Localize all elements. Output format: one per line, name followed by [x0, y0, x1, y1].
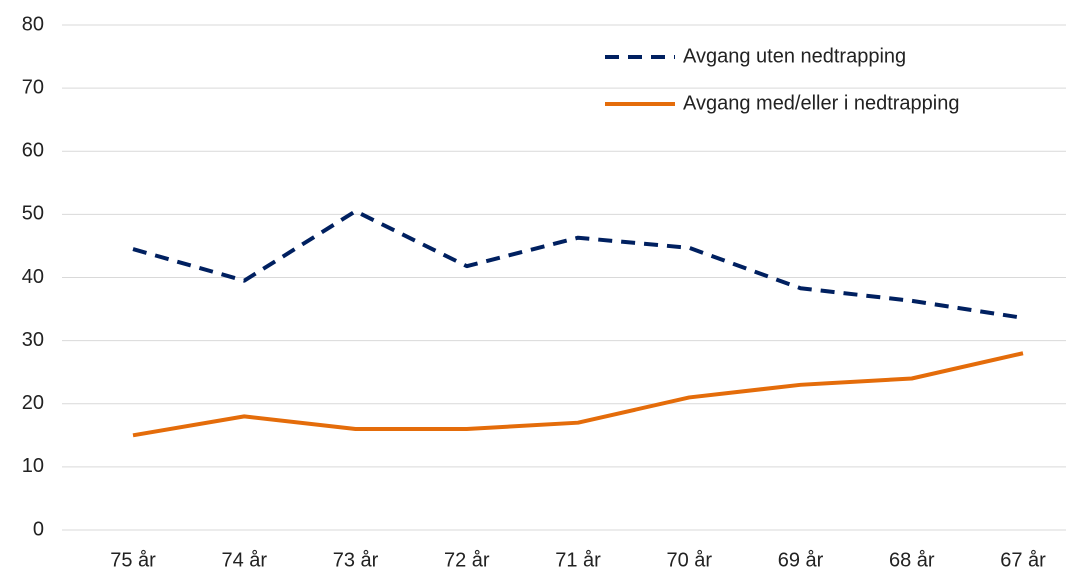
- x-tick-label: 70 år: [666, 549, 712, 571]
- x-tick-label: 69 år: [778, 549, 824, 571]
- legend-label: Avgang med/eller i nedtrapping: [683, 92, 959, 114]
- y-tick-label: 40: [22, 266, 44, 288]
- x-tick-label: 67 år: [1000, 549, 1046, 571]
- y-tick-label: 50: [22, 203, 44, 225]
- y-tick-label: 20: [22, 392, 44, 414]
- x-tick-label: 73 år: [333, 549, 379, 571]
- x-tick-label: 71 år: [555, 549, 601, 571]
- series-line: [132, 209, 1024, 320]
- y-tick-label: 10: [22, 455, 44, 477]
- y-tick-label: 80: [22, 13, 44, 35]
- y-tick-label: 0: [33, 518, 44, 540]
- series-line: [132, 351, 1024, 438]
- x-tick-label: 75 år: [110, 549, 156, 571]
- y-tick-label: 70: [22, 76, 44, 98]
- y-tick-label: 30: [22, 329, 44, 351]
- x-tick-label: 72 år: [444, 549, 490, 571]
- x-tick-label: 68 år: [889, 549, 935, 571]
- x-tick-label: 74 år: [221, 549, 267, 571]
- y-tick-label: 60: [22, 140, 44, 162]
- legend-label: Avgang uten nedtrapping: [683, 45, 906, 67]
